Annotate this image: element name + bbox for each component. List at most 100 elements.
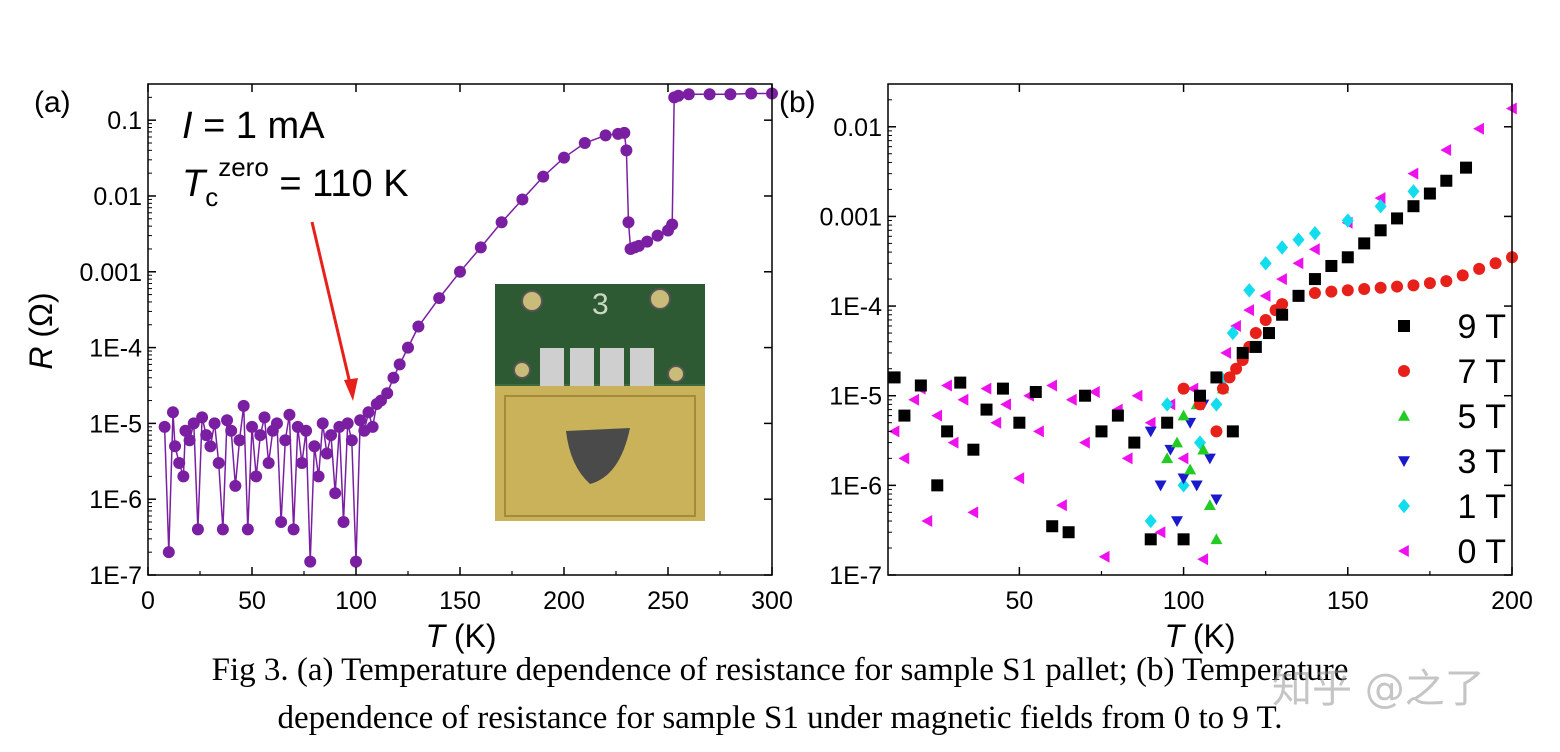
panel-b-point-7T [1341, 284, 1354, 297]
panel-b-point-9T [931, 479, 944, 492]
panel-a-data-point [308, 440, 321, 453]
panel-a-xtick-label: 50 [238, 587, 266, 615]
panel-b-point-9T [1341, 251, 1354, 264]
panel-a-data-point [745, 87, 758, 100]
panel-b-point-1T [1177, 478, 1190, 493]
panel-a-data-point [275, 516, 288, 529]
panel-a-data-point [345, 434, 358, 447]
panel-b-ytick-label: 1E-6 [829, 472, 882, 500]
panel-b-point-1T [1161, 397, 1174, 412]
panel-b-point-0T [921, 515, 933, 528]
panel-a-data-point [179, 424, 192, 437]
panel-b-point-7T [1276, 298, 1289, 311]
panel-a-data-point [173, 457, 186, 470]
panel-b-xtick-label: 50 [1005, 587, 1033, 615]
panel-b-point-0T [898, 452, 910, 465]
panel-b-point-9T [1236, 346, 1249, 359]
panel-a-data-point [212, 457, 225, 470]
panel-a-data-point [304, 555, 317, 568]
panel-b-point-9T [888, 371, 901, 384]
panel-a-data-point [341, 417, 354, 430]
panel-b-point-5T [1210, 533, 1223, 545]
panel-b-point-0T [1276, 273, 1287, 286]
panel-b-point-5T [1171, 436, 1184, 448]
panel-a-xlabel: T (K) [425, 618, 496, 654]
tc-annotation: Tczero = 110 K [182, 152, 409, 212]
panel-a-data-point [177, 470, 190, 483]
panel-a-data-point [325, 429, 338, 442]
panel-a-data-point [366, 420, 379, 433]
panel-a-data-point [320, 447, 333, 460]
panel-b-point-1T [1341, 213, 1354, 228]
panel-b-point-5T [1184, 463, 1197, 475]
panel-b-point-1T [1292, 232, 1305, 247]
panel-a-data-point [316, 417, 329, 430]
panel-b-point-9T [1391, 212, 1404, 225]
panel-a-data-point [599, 129, 612, 142]
panel-a-data-point [495, 216, 508, 229]
panel-a-data-point [208, 417, 221, 430]
panel-b-point-9T [1276, 308, 1289, 321]
panel-b-point-0T [1407, 167, 1419, 180]
panel-b-point-9T [1128, 436, 1141, 449]
panel-b-point-0T [1177, 452, 1189, 465]
legend-label: 7 T [1457, 353, 1506, 391]
panel-a-data-point [666, 218, 679, 231]
svg-text:3: 3 [592, 288, 609, 321]
panel-b-point-0T [1292, 257, 1304, 270]
panel-a-data-point [329, 487, 342, 500]
panel-b-point-7T [1259, 313, 1272, 326]
panel-b-point-1T [1243, 283, 1256, 298]
panel-b-point-9T [967, 443, 980, 456]
panel-b-point-7T [1308, 286, 1321, 299]
panel-b-point-7T [1325, 285, 1338, 298]
panel-b-xlabel: T (K) [1164, 618, 1235, 654]
panel-b-point-0T [1230, 319, 1241, 332]
panel-b-point-3T [1190, 480, 1203, 492]
panel-b-point-3T [1171, 516, 1184, 528]
panel-b-point-9T [1292, 289, 1305, 302]
panel-b-point-1T [1308, 225, 1321, 241]
panel-b-point-7T [1473, 262, 1486, 275]
panel-b-point-0T [1033, 425, 1044, 438]
panel-b-point-7T [1391, 280, 1404, 293]
panel-b-point-0T [1056, 499, 1067, 512]
panel-b-point-0T [1098, 550, 1110, 563]
panel-b-point-0T [947, 436, 959, 449]
panel-b-point-9T [1210, 371, 1223, 384]
panel-b-point-9T [1374, 224, 1387, 237]
panel-b-point-0T [1473, 122, 1484, 135]
panel-a-data-point [337, 516, 350, 529]
panel-b-point-7T [1249, 327, 1262, 340]
panel-b-xtick-label: 100 [1163, 587, 1205, 615]
panel-b-point-5T [1177, 409, 1190, 421]
panel-b-axes: 50 100 150 200 1E-7 1E-6 1E-5 1E-4 0.001 0.01 [819, 83, 1533, 615]
panel-a-data-point [387, 371, 400, 384]
panel-a-data-point [295, 457, 308, 470]
panel-a-data-point [354, 414, 367, 427]
panel-b-point-1T [1374, 199, 1387, 214]
panel-b-point-0T [980, 382, 992, 395]
panel-b-point-5T [1197, 443, 1210, 455]
panel-a-data-point [454, 265, 466, 278]
panel-b-point-0T [931, 409, 943, 422]
panel-a-data-point [221, 414, 234, 427]
panel-a-ytick-label: 0.01 [93, 183, 142, 211]
panel-b-point-9T [1111, 409, 1124, 422]
panel-b-xtick-label: 150 [1327, 587, 1369, 615]
tc-arrow [310, 221, 354, 393]
panel-b-ytick-label: 1E-4 [829, 293, 882, 321]
panel-b-point-3T [1177, 473, 1190, 485]
panel-b-point-0T [1000, 398, 1012, 411]
panel-b-point-9T [1144, 533, 1157, 546]
panel-b-point-0T [967, 506, 979, 519]
panel-a-data-point [196, 411, 209, 424]
panel-b-point-0T [1197, 553, 1209, 566]
panel-b-ytick-label: 0.01 [833, 114, 882, 142]
panel-b-point-9T [1308, 273, 1321, 286]
panel-a-data-point [402, 341, 414, 354]
panel-b-point-0T [941, 379, 952, 392]
panel-b-point-7T [1456, 269, 1469, 282]
panel-a-ytick-label: 0.1 [107, 107, 142, 135]
panel-b-point-7T [1223, 371, 1236, 384]
